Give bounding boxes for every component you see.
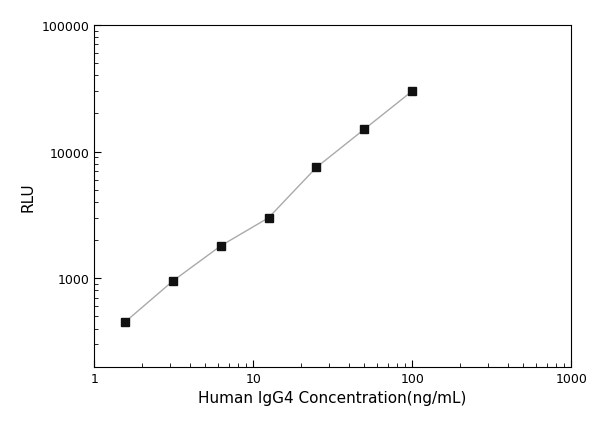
Y-axis label: RLU: RLU [21, 181, 36, 211]
X-axis label: Human IgG4 Concentration(ng/mL): Human IgG4 Concentration(ng/mL) [198, 390, 467, 405]
